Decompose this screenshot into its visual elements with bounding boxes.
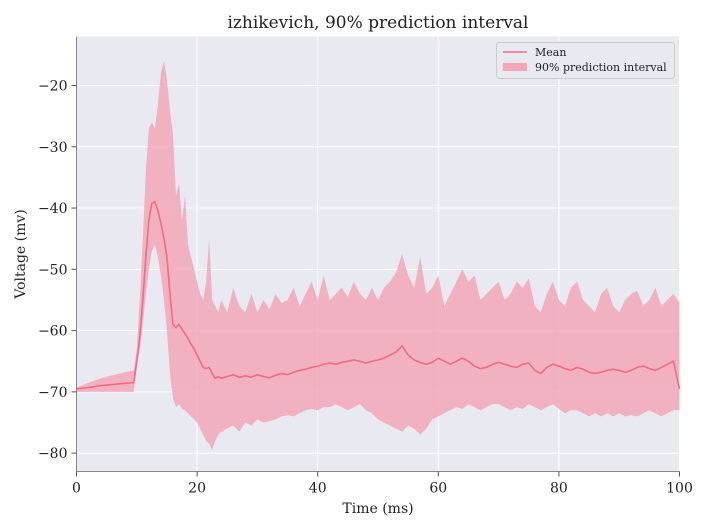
x-tick-label: 80: [550, 481, 568, 497]
y-tick-label: −60: [38, 324, 68, 340]
legend-band-swatch: [503, 63, 527, 71]
axes: [76, 36, 680, 472]
legend-box: [496, 42, 675, 79]
y-tick-label: −70: [38, 385, 68, 401]
x-tick-label: 0: [72, 481, 81, 497]
legend-mean-label: Mean: [535, 46, 566, 59]
x-ticks: 0 20 40 60 80 100: [72, 471, 693, 497]
y-tick-label: −30: [38, 140, 68, 156]
y-tick-label: −50: [38, 262, 68, 278]
x-axis-label: Time (ms): [342, 501, 413, 517]
y-ticks: −80 −70 −60 −50 −40 −30 −20: [38, 79, 77, 462]
x-tick-label: 60: [429, 481, 447, 497]
y-axis-label: Voltage (mv): [13, 209, 29, 300]
y-tick-label: −20: [38, 79, 68, 95]
chart-title: izhikevich, 90% prediction interval: [228, 13, 529, 33]
legend: Mean 90% prediction interval: [496, 42, 675, 79]
x-tick-label: 40: [309, 481, 327, 497]
mean-line: [76, 200, 681, 390]
prediction-interval-band: [76, 61, 680, 451]
x-tick-label: 100: [666, 481, 693, 497]
y-tick-label: −40: [38, 201, 68, 217]
y-tick-label: −80: [38, 446, 68, 462]
legend-band-label: 90% prediction interval: [535, 61, 667, 74]
x-tick-label: 20: [188, 481, 206, 497]
